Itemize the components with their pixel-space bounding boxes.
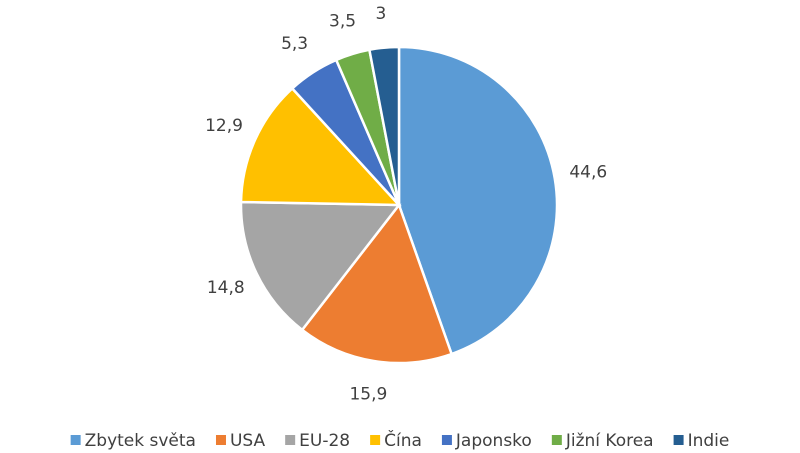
data-label: 44,6: [569, 163, 607, 183]
data-label: 3,5: [329, 11, 356, 31]
legend-swatch: [370, 435, 381, 445]
data-label: 3: [376, 4, 387, 24]
data-label: 15,9: [349, 385, 387, 405]
legend-label: USA: [230, 431, 266, 451]
pie-slice: [397, 45, 559, 356]
legend-swatch: [673, 435, 684, 445]
legend-label: Japonsko: [455, 431, 532, 451]
legend-swatch: [70, 435, 81, 445]
legend-swatch: [441, 435, 452, 445]
legend-label: Jižní Korea: [565, 431, 654, 451]
legend-swatch: [551, 435, 562, 445]
legend-label: Indie: [688, 431, 730, 451]
legend-label: Zbytek světa: [85, 431, 196, 451]
pie-slice: [367, 45, 401, 206]
legend-label: Čína: [384, 429, 422, 451]
legend-swatch: [285, 435, 296, 445]
pie-slice: [239, 200, 402, 332]
data-label: 14,8: [207, 278, 245, 298]
legend-label: EU-28: [299, 431, 350, 451]
pie-slice: [300, 202, 454, 365]
pie-slice: [239, 86, 402, 207]
data-label: 5,3: [281, 34, 308, 54]
data-label: 12,9: [205, 116, 243, 136]
legend-swatch: [215, 435, 226, 445]
